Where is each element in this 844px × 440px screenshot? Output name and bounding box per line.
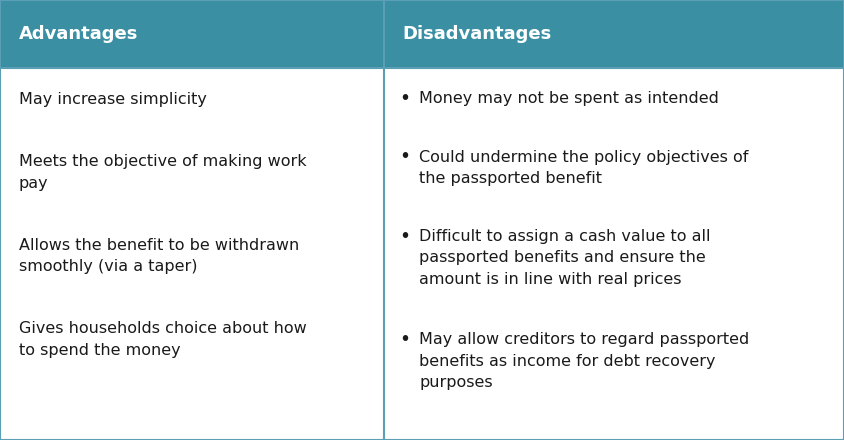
Text: Disadvantages: Disadvantages xyxy=(403,25,552,43)
Bar xyxy=(0,0,844,68)
Text: •: • xyxy=(399,147,410,166)
Text: •: • xyxy=(399,89,410,108)
Text: •: • xyxy=(399,330,410,349)
Text: Meets the objective of making work
pay: Meets the objective of making work pay xyxy=(19,154,306,191)
Text: May increase simplicity: May increase simplicity xyxy=(19,92,207,107)
Text: Difficult to assign a cash value to all
passported benefits and ensure the
amoun: Difficult to assign a cash value to all … xyxy=(419,229,711,287)
Text: May allow creditors to regard passported
benefits as income for debt recovery
pu: May allow creditors to regard passported… xyxy=(419,332,749,390)
Text: Gives households choice about how
to spend the money: Gives households choice about how to spe… xyxy=(19,321,306,358)
Text: Money may not be spent as intended: Money may not be spent as intended xyxy=(419,91,719,106)
Text: Allows the benefit to be withdrawn
smoothly (via a taper): Allows the benefit to be withdrawn smoot… xyxy=(19,238,299,274)
Text: Advantages: Advantages xyxy=(19,25,138,43)
Text: Could undermine the policy objectives of
the passported benefit: Could undermine the policy objectives of… xyxy=(419,150,749,186)
Text: •: • xyxy=(399,227,410,246)
